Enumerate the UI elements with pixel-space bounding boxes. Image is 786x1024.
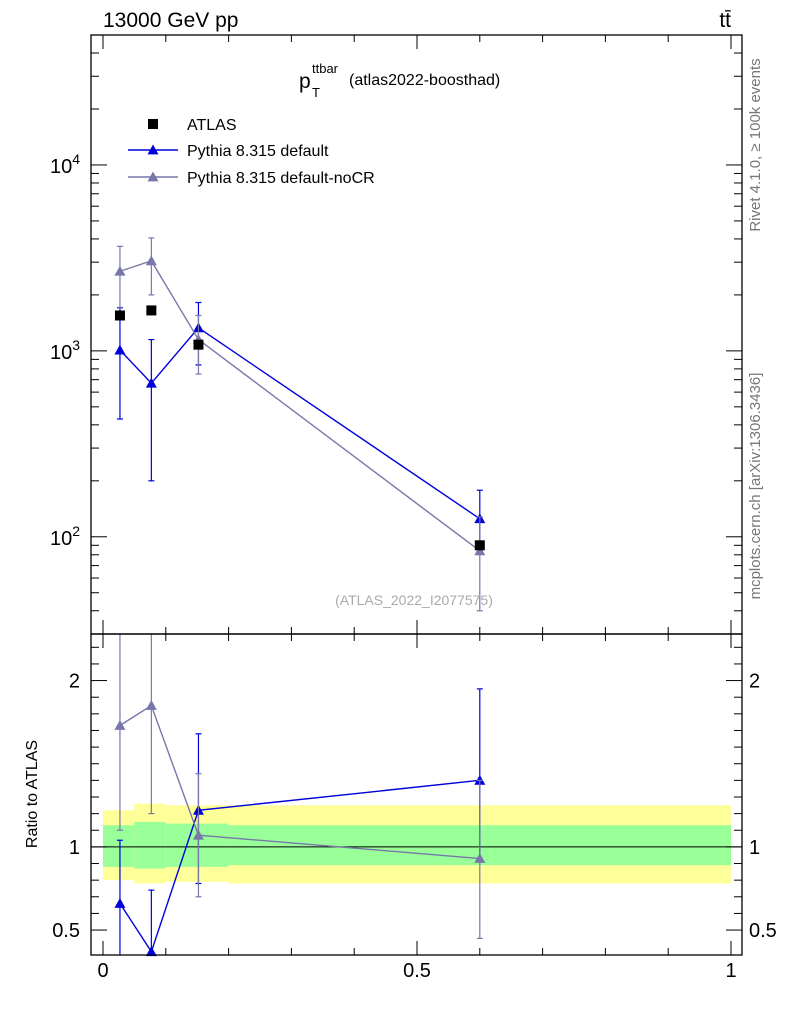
ratio-point-1-3 xyxy=(474,853,486,863)
series-point-1-1 xyxy=(145,255,157,266)
ratio-y-tick-label-right-0: 0.5 xyxy=(749,920,777,942)
series-point-0-0 xyxy=(114,344,126,355)
ratio-panel-frame xyxy=(90,633,743,956)
ratio-point-1-1 xyxy=(145,700,157,710)
ratio-point-0-0 xyxy=(114,897,126,908)
main-y-tick-exponent-2: 4 xyxy=(72,151,80,167)
legend-label-atlas: ATLAS xyxy=(187,117,237,134)
rivet-label: Rivet 4.1.0, ≥ 100k events xyxy=(747,58,764,231)
ratio-point-0-1 xyxy=(145,946,157,957)
ratio-y-tick-label-1: 1 xyxy=(69,837,80,859)
ratio-y-tick-label-0: 0.5 xyxy=(52,920,80,942)
main-y-tick-label-0: 102 xyxy=(50,523,80,550)
ratio-line-1 xyxy=(119,704,480,860)
main-y-tick-label-2: 104 xyxy=(50,151,80,178)
plot-title-superscript: ttbar xyxy=(312,61,339,76)
legend-marker-1 xyxy=(147,171,159,182)
analysis-watermark: (ATLAS_2022_I2077575) xyxy=(335,592,493,608)
x-tick-label-0: 0 xyxy=(97,960,108,982)
ratio-y-axis-label: Ratio to ATLAS xyxy=(24,740,41,848)
data-point-0 xyxy=(114,310,125,321)
band-inner-0 xyxy=(103,825,135,867)
legend-label-0: Pythia 8.315 default xyxy=(187,143,329,160)
energy-label: 13000 GeV pp xyxy=(103,9,238,32)
series-point-0-1 xyxy=(145,377,157,388)
ratio-y-tick-label-2: 2 xyxy=(69,671,80,693)
legend: ATLAS Pythia 8.315 default Pythia 8.315 de… xyxy=(128,117,375,187)
data-point-2 xyxy=(193,339,204,350)
ratio-line-0 xyxy=(119,779,480,954)
legend-marker-0 xyxy=(147,144,159,155)
plot-title-main: p xyxy=(299,70,311,93)
x-tick-label-2: 1 xyxy=(725,960,736,982)
data-point-3 xyxy=(474,540,485,551)
plot-title-subscript: T xyxy=(312,85,320,100)
series-point-1-0 xyxy=(114,265,126,276)
process-label: tt̄ xyxy=(719,9,731,32)
ratio-y-tick-label-right-2: 2 xyxy=(749,671,760,693)
legend-label-1: Pythia 8.315 default-noCR xyxy=(187,170,375,187)
x-tick-label-1: 0.5 xyxy=(403,960,431,982)
main-y-tick-exponent-0: 2 xyxy=(72,523,80,539)
series-line-0 xyxy=(119,326,481,520)
legend-marker-atlas xyxy=(148,119,158,129)
uncertainty-bands xyxy=(91,803,742,884)
plot-title-rest: (atlas2022-boosthad) xyxy=(349,72,500,89)
series-line-1 xyxy=(119,259,481,552)
ratio-point-1-2 xyxy=(192,829,204,840)
series-point-1-3 xyxy=(474,545,486,556)
band-inner-1 xyxy=(134,821,166,869)
data-point-1 xyxy=(146,305,157,316)
main-y-tick-label-1: 103 xyxy=(50,337,80,364)
ratio-point-1-0 xyxy=(114,719,126,730)
ratio-panel xyxy=(114,634,486,957)
ratio-y-tick-label-right-1: 1 xyxy=(749,837,760,859)
main-panel xyxy=(114,237,486,612)
main-y-tick-exponent-1: 3 xyxy=(72,337,80,353)
source-label: mcplots.cern.ch [arXiv:1306.3436] xyxy=(747,373,764,600)
